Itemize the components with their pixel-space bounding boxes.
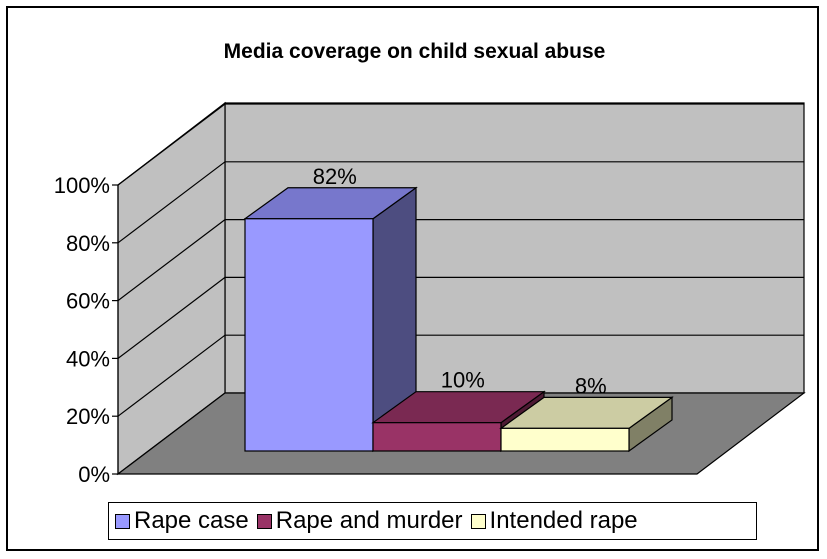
y-tick-label: 0% [78,462,110,487]
gridline-side [117,103,226,186]
y-tick-label: 100% [54,173,110,198]
bar [244,218,374,452]
y-tick-label: 40% [66,346,110,371]
y-tick-label: 60% [66,289,110,314]
data-label: 82% [313,164,357,189]
chart-plot: 0% 20% 40% 60% 80% 100% 82% 10% 8% [54,101,806,487]
gridline-side [117,219,226,302]
gridline-side [117,161,226,244]
bar [372,422,502,452]
legend-label-intended-rape: Intended rape [489,507,638,534]
data-label: 10% [441,368,485,393]
legend-item-rape-case: Rape case [115,507,249,535]
data-label: 8% [575,373,607,398]
bar [500,427,630,452]
gridline-side [117,276,226,359]
y-tick-label: 20% [66,404,110,429]
chart-legend: Rape case Rape and murder Intended rape [108,502,757,540]
y-tick-label: 80% [66,231,110,256]
legend-item-rape-and-murder: Rape and murder [256,507,463,535]
legend-swatch-rape-and-murder [256,513,272,529]
legend-item-intended-rape: Intended rape [470,507,638,535]
chart-frame: Media coverage on child sexual abuse 0% 2… [6,6,819,551]
gridline-side [117,334,226,417]
legend-swatch-intended-rape [470,513,486,529]
legend-label-rape-and-murder: Rape and murder [275,507,463,534]
chart-title: Media coverage on child sexual abuse [223,40,606,63]
legend-swatch-rape-case [115,513,130,529]
legend-label-rape-case: Rape case [134,507,249,534]
